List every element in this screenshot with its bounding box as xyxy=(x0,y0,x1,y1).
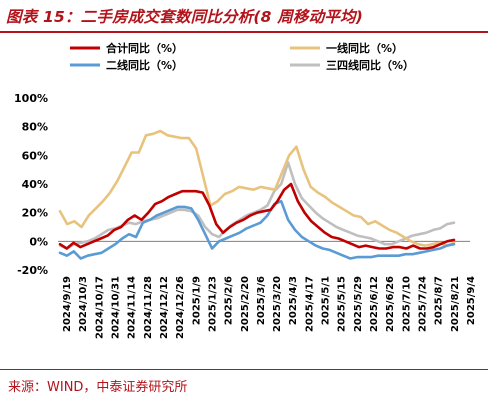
x-tick-label: 2025/3/20 xyxy=(272,276,283,332)
x-tick-label: 2025/7/10 xyxy=(401,276,412,332)
x-tick-label: 2025/5/29 xyxy=(353,276,364,332)
title-rule xyxy=(0,31,488,33)
x-tick-label: 2025/5/1 xyxy=(321,276,332,325)
y-tick-label: 40% xyxy=(22,178,48,191)
x-tick-label: 2025/6/12 xyxy=(369,276,380,332)
x-tick-label: 2025/8/21 xyxy=(450,276,461,332)
title-bar: 图表 15：二手房成交套数同比分析(8 周移动平均) xyxy=(0,0,488,30)
legend-label: 三四线同比（%） xyxy=(326,58,414,72)
x-tick-label: 2024/10/3 xyxy=(78,276,89,332)
x-tick-label: 2024/11/14 xyxy=(127,276,138,339)
x-tick-label: 2025/4/17 xyxy=(304,276,315,332)
legend-label: 一线同比（%） xyxy=(326,41,403,55)
x-tick-label: 2024/10/31 xyxy=(110,276,121,339)
chart-title: 图表 15：二手房成交套数同比分析(8 周移动平均) xyxy=(6,8,364,26)
x-tick-label: 2025/7/24 xyxy=(418,276,429,332)
y-tick-label: 20% xyxy=(22,207,48,220)
y-tick-label: 0% xyxy=(29,235,48,248)
x-tick-label: 2025/2/6 xyxy=(224,276,235,325)
y-tick-label: 80% xyxy=(22,121,48,134)
source-rule xyxy=(0,369,488,370)
x-tick-label: 2025/2/20 xyxy=(240,276,251,332)
legend-label: 二线同比（%） xyxy=(106,58,183,72)
x-tick-label: 2025/4/3 xyxy=(288,276,299,325)
x-tick-label: 2025/9/4 xyxy=(466,276,477,325)
series-line xyxy=(58,129,456,247)
x-tick-label: 2025/6/26 xyxy=(385,276,396,332)
series-line xyxy=(58,182,456,250)
x-tick-label: 2025/3/6 xyxy=(256,276,267,325)
x-tick-label: 2024/11/28 xyxy=(143,276,154,339)
x-tick-label: 2025/5/15 xyxy=(337,276,348,332)
line-chart: -20% 0% 20% 40% 60% 80% 100% 2024/9/19 2024/10/3… xyxy=(14,41,477,339)
y-tick-label: 100% xyxy=(14,92,48,105)
series-line xyxy=(58,199,456,260)
x-tick-label: 2024/9/19 xyxy=(62,276,73,332)
source-note: 来源：WIND，中泰证券研究所 xyxy=(8,380,188,395)
x-tick-label: 2024/12/26 xyxy=(175,276,186,339)
x-tick-label: 2024/10/17 xyxy=(94,276,105,339)
y-tick-label: 60% xyxy=(22,149,48,162)
x-tick-label: 2025/8/7 xyxy=(434,276,445,325)
x-tick-label: 2025/1/23 xyxy=(207,276,218,332)
series-line xyxy=(58,161,456,250)
legend-label: 合计同比（%） xyxy=(106,41,183,55)
x-tick-label: 2025/1/9 xyxy=(191,276,202,325)
x-tick-label: 2024/12/12 xyxy=(159,276,170,339)
y-tick-label: -20% xyxy=(17,264,48,277)
